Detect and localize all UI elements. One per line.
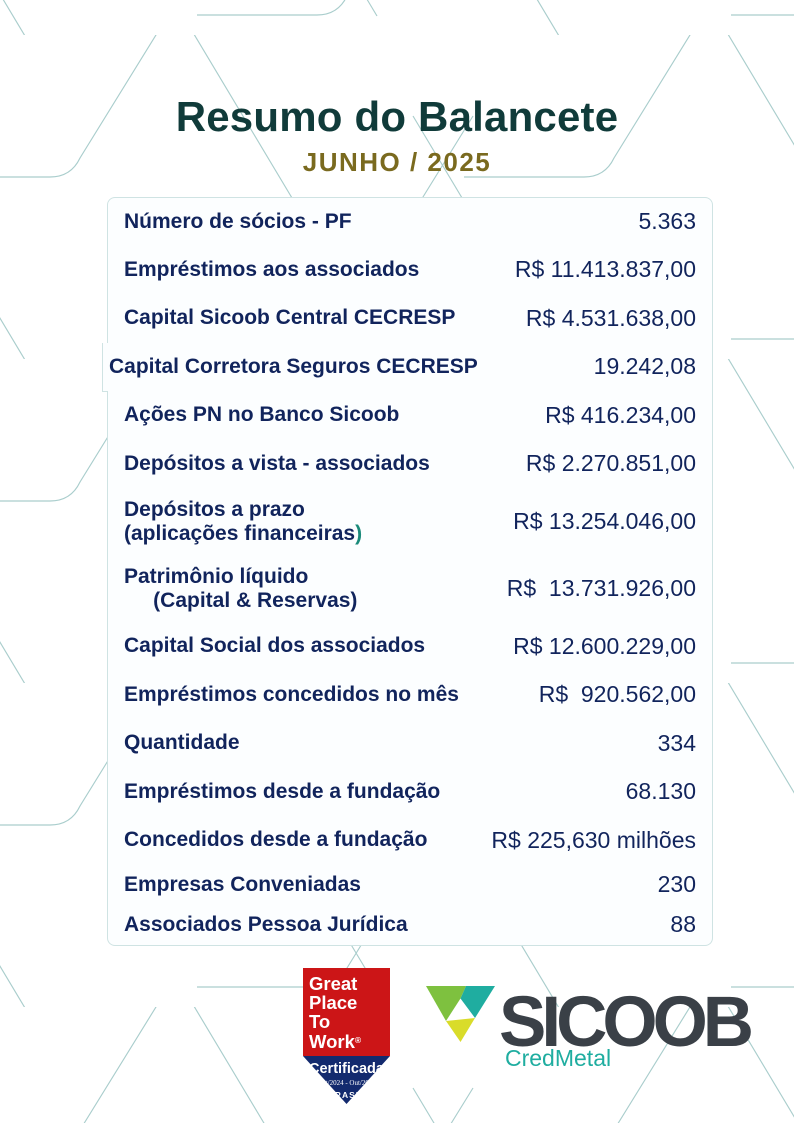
- svg-text:BRASIL: BRASIL: [328, 1090, 366, 1100]
- svg-text:To: To: [309, 1011, 330, 1032]
- svg-text:Work®: Work®: [309, 1031, 362, 1052]
- svg-text:Certificada: Certificada: [309, 1061, 385, 1077]
- svg-text:CredMetal: CredMetal: [505, 1045, 611, 1071]
- svg-text:Out/2024 - Out/2025: Out/2024 - Out/2025: [317, 1079, 376, 1087]
- svg-text:Place: Place: [309, 992, 357, 1013]
- svg-text:Great: Great: [309, 973, 357, 994]
